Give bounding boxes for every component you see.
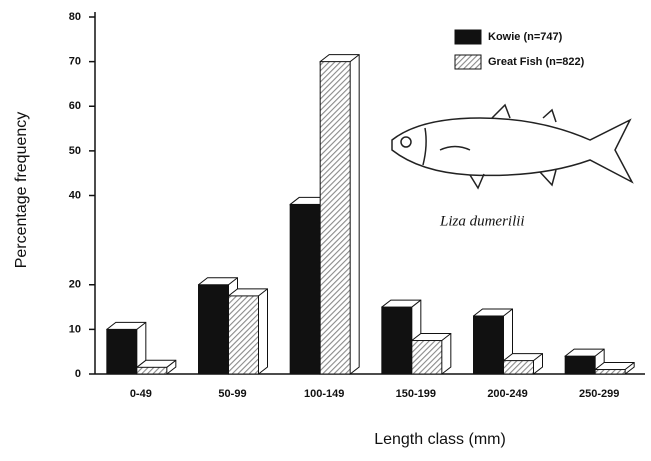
- bar: [594, 369, 626, 375]
- legend-label: Kowie (n=747): [488, 31, 563, 43]
- y-tick-label: 10: [69, 323, 81, 335]
- bar-edge: [441, 333, 452, 341]
- bar: [503, 360, 534, 375]
- legend-label: Great Fish (n=822): [488, 56, 585, 68]
- bar: [473, 315, 504, 375]
- bar-edge: [503, 308, 513, 317]
- bar-edge: [533, 353, 543, 362]
- y-tick-label: 20: [69, 279, 81, 291]
- legend-swatch: [454, 54, 482, 70]
- bar: [564, 355, 596, 375]
- y-tick-label: 40: [69, 189, 81, 201]
- x-tick-label: 200-249: [487, 388, 527, 400]
- bar: [136, 366, 168, 375]
- species-label: Liza dumerilii: [439, 213, 525, 229]
- bar-edge: [594, 348, 605, 357]
- bar: [228, 295, 259, 375]
- x-tick-label: 150-199: [396, 388, 436, 400]
- y-tick-label: 0: [75, 368, 81, 380]
- legend-swatch: [454, 29, 482, 45]
- bar-edge: [349, 54, 360, 63]
- bar-edge: [258, 288, 268, 297]
- bar: [198, 284, 229, 375]
- bar-edge: [136, 321, 147, 330]
- bar-edge: [166, 359, 177, 368]
- y-tick-label: 60: [69, 100, 81, 112]
- bar-edge: [411, 299, 422, 308]
- bar: [411, 340, 443, 375]
- y-tick-label: 80: [69, 11, 81, 23]
- x-tick-label: 250-299: [579, 388, 619, 400]
- x-tick-label: 0-49: [130, 388, 152, 400]
- x-tick-label: 100-149: [304, 388, 344, 400]
- bar-edge: [228, 277, 238, 286]
- x-tick-label: 50-99: [218, 388, 246, 400]
- y-tick-label: 70: [69, 56, 81, 68]
- y-axis-title: Percentage frequency: [13, 112, 30, 269]
- bar: [319, 61, 351, 375]
- fish-illustration: [391, 103, 634, 190]
- bar: [106, 328, 138, 375]
- bar-edge: [624, 362, 635, 370]
- bar: [381, 306, 413, 375]
- x-axis-title: Length class (mm): [374, 431, 506, 448]
- bar: [289, 203, 321, 375]
- y-tick-label: 50: [69, 145, 81, 157]
